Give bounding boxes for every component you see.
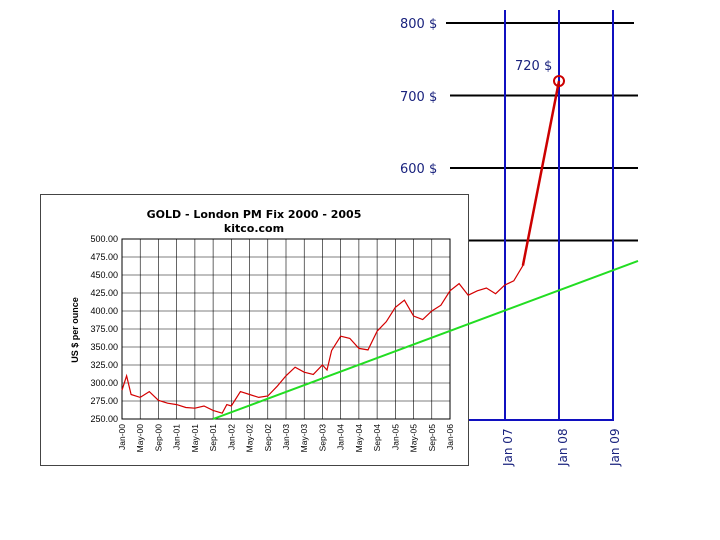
inset-chart-subtitle: kitco.com bbox=[224, 222, 284, 235]
inset-x-tick-label: May-02 bbox=[245, 424, 255, 453]
inset-x-tick-labels: Jan-00 May-00 Sep-00 Jan-01 May-01 Sep-01 Jan-… bbox=[117, 424, 455, 453]
inset-x-tick-label: May-03 bbox=[299, 424, 309, 453]
level-label-800: 800 $ bbox=[400, 17, 437, 32]
inset-x-tick-label: Sep-05 bbox=[427, 424, 437, 452]
year-label-jan07: Jan 07 bbox=[501, 428, 515, 467]
inset-chart-frame bbox=[40, 194, 469, 466]
inset-x-tick-label: May-04 bbox=[354, 424, 364, 453]
inset-chart-title: GOLD - London PM Fix 2000 - 2005 bbox=[147, 208, 362, 221]
inset-y-tick-label: 250.00 bbox=[90, 414, 118, 424]
level-label-700: 700 $ bbox=[400, 90, 437, 105]
inset-y-tick-label: 425.00 bbox=[90, 288, 118, 298]
inset-x-tick-label: Jan-04 bbox=[336, 424, 346, 450]
inset-y-tick-label: 275.00 bbox=[90, 396, 118, 406]
inset-y-tick-label: 450.00 bbox=[90, 270, 118, 280]
inset-y-tick-label: 300.00 bbox=[90, 378, 118, 388]
inset-x-tick-label: May-01 bbox=[190, 424, 200, 453]
inset-x-tick-label: Sep-03 bbox=[317, 424, 327, 452]
projection-line bbox=[521, 80, 561, 266]
projection-chart: 800 $ 700 $ 600 $ 720 $ Jan 07 Jan 08 Ja… bbox=[400, 10, 638, 467]
inset-x-tick-label: Jan-02 bbox=[226, 424, 236, 450]
target-price-annotation: 720 $ bbox=[515, 59, 552, 74]
target-price-marker bbox=[553, 75, 565, 87]
inset-plot-area bbox=[121, 238, 451, 420]
inset-x-tick-label: Jan-01 bbox=[172, 424, 182, 450]
inset-y-tick-label: 475.00 bbox=[90, 252, 118, 262]
inset-x-tick-label: Sep-01 bbox=[208, 424, 218, 452]
inset-y-tick-label: 375.00 bbox=[90, 324, 118, 334]
price-level-gridlines bbox=[446, 22, 638, 242]
inset-x-tick-label: Jan-03 bbox=[281, 424, 291, 450]
inset-x-tick-label: Jan-00 bbox=[117, 424, 127, 450]
inset-x-tick-label: Sep-02 bbox=[263, 424, 273, 452]
inset-x-tick-label: May-00 bbox=[135, 424, 145, 453]
gold-price-line bbox=[121, 265, 524, 414]
inset-x-tick-label: Jan-06 bbox=[445, 424, 455, 450]
year-label-jan09: Jan 09 bbox=[608, 428, 622, 467]
inset-y-axis-label: US $ per ounce bbox=[70, 297, 80, 363]
inset-y-tick-label: 500.00 bbox=[90, 234, 118, 244]
data-series bbox=[121, 75, 639, 420]
inset-x-tick-label: Jan-05 bbox=[390, 424, 400, 450]
inset-x-tick-label: May-05 bbox=[409, 424, 419, 453]
inset-x-tick-label: Sep-04 bbox=[372, 424, 382, 452]
level-label-600: 600 $ bbox=[400, 162, 437, 177]
year-axis-labels: Jan 07 Jan 08 Jan 09 bbox=[501, 428, 622, 467]
inset-y-tick-label: 350.00 bbox=[90, 342, 118, 352]
inset-y-tick-labels: 500.00 475.00 450.00 425.00 400.00 375.00 350.… bbox=[90, 234, 118, 424]
year-label-jan08: Jan 08 bbox=[556, 428, 570, 467]
year-gridlines bbox=[450, 10, 614, 421]
inset-y-tick-label: 400.00 bbox=[90, 306, 118, 316]
trend-line bbox=[212, 260, 639, 420]
inset-y-tick-label: 325.00 bbox=[90, 360, 118, 370]
inset-x-tick-label: Sep-00 bbox=[153, 424, 163, 452]
